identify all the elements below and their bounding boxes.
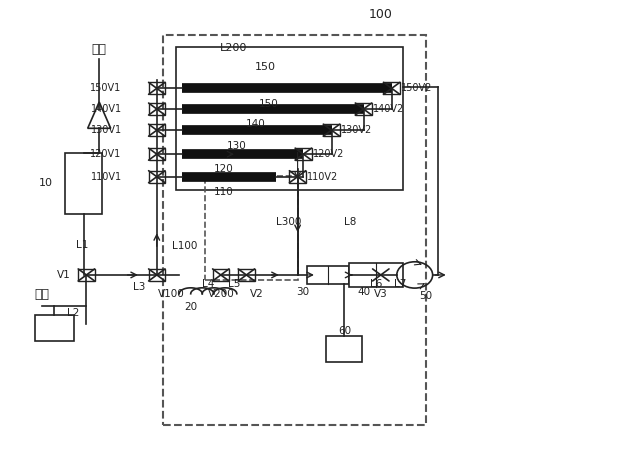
Text: 130: 130 — [227, 141, 246, 150]
Text: 100: 100 — [369, 8, 393, 21]
Text: 50: 50 — [419, 291, 433, 301]
Text: L8: L8 — [344, 217, 356, 227]
Text: L300: L300 — [276, 217, 302, 227]
Text: 130V2: 130V2 — [341, 125, 372, 135]
Text: L3: L3 — [133, 282, 146, 292]
Text: L6: L6 — [370, 279, 382, 290]
Text: 60: 60 — [338, 326, 351, 336]
Text: V200: V200 — [207, 289, 234, 299]
Bar — [65, 153, 102, 214]
Text: 120V1: 120V1 — [90, 149, 122, 159]
Text: 30: 30 — [296, 287, 309, 297]
Bar — [307, 266, 349, 284]
Text: V100: V100 — [158, 289, 185, 299]
Text: 140V1: 140V1 — [90, 104, 122, 114]
Text: 140V2: 140V2 — [373, 104, 404, 114]
Text: 110V2: 110V2 — [307, 172, 339, 182]
Text: L2: L2 — [67, 308, 79, 318]
Text: エア: エア — [92, 43, 107, 56]
Text: 150V2: 150V2 — [401, 83, 433, 94]
Text: 140: 140 — [246, 119, 266, 129]
Text: L5: L5 — [228, 279, 240, 290]
Text: V3: V3 — [374, 289, 388, 299]
Text: L1: L1 — [76, 240, 88, 251]
Bar — [176, 47, 403, 190]
Text: L100: L100 — [172, 241, 197, 251]
Text: 40: 40 — [357, 287, 370, 297]
Text: V1: V1 — [57, 270, 70, 280]
Text: V2: V2 — [250, 289, 263, 299]
Bar — [35, 315, 74, 341]
Text: 10: 10 — [39, 178, 53, 188]
Bar — [326, 336, 362, 362]
Text: 130V1: 130V1 — [90, 125, 122, 135]
Bar — [349, 263, 403, 287]
Text: L4: L4 — [202, 279, 214, 290]
Text: 20: 20 — [184, 302, 197, 312]
Text: 120V2: 120V2 — [313, 149, 344, 159]
Text: 150V1: 150V1 — [90, 83, 122, 94]
Text: L200: L200 — [220, 43, 247, 53]
Text: 150: 150 — [259, 99, 278, 109]
Text: ガス: ガス — [34, 288, 49, 301]
Text: 110V1: 110V1 — [90, 172, 122, 182]
Text: 150: 150 — [255, 62, 276, 72]
Text: 110: 110 — [214, 187, 234, 197]
Text: 120: 120 — [214, 164, 234, 174]
Text: L7: L7 — [394, 279, 406, 290]
